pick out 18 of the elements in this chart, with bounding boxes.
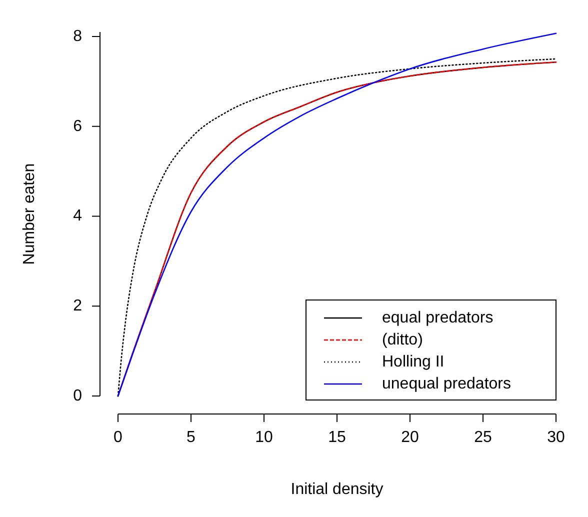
y-tick-label: 0: [73, 388, 82, 404]
y-axis-title: Number eaten: [21, 163, 38, 265]
x-axis-title: Initial density: [290, 481, 384, 498]
x-tick-label: 5: [186, 429, 196, 446]
x-tick-label: 20: [401, 429, 419, 446]
y-tick-label: 4: [73, 208, 82, 225]
x-tick-label: 30: [547, 429, 565, 446]
legend-label: (ditto): [382, 332, 423, 348]
y-tick-label: 8: [73, 28, 82, 45]
legend-label: equal predators: [382, 310, 494, 326]
x-tick-label: 25: [474, 429, 492, 446]
x-tick-label: 15: [328, 429, 346, 446]
x-tick-label: 0: [114, 429, 123, 446]
legend-label: unequal predators: [382, 376, 511, 392]
x-tick-label: 10: [255, 429, 273, 446]
y-tick-label: 2: [73, 298, 82, 315]
legend-label: Holling II: [382, 354, 444, 370]
y-tick-label: 6: [73, 118, 82, 135]
